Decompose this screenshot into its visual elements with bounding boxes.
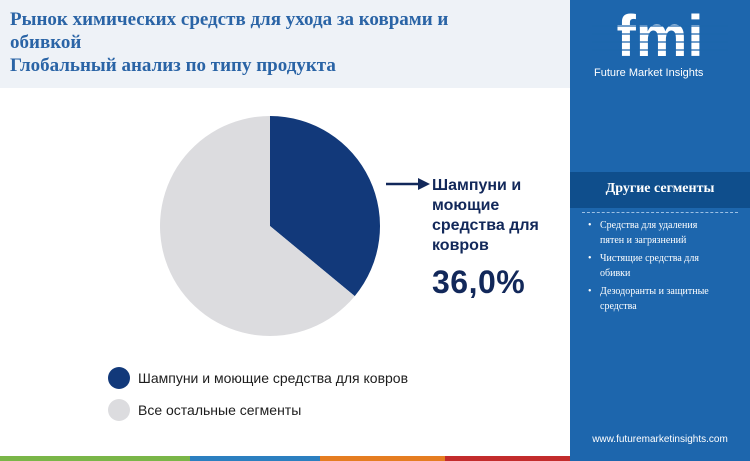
legend-label: Все остальные сегменты bbox=[138, 402, 302, 418]
callout-label-line-3: средства для bbox=[432, 217, 539, 234]
website-link[interactable]: www.futuremarketinsights.com bbox=[592, 434, 728, 445]
callout-label: Шампуни и моющие средства для ковров bbox=[432, 176, 562, 256]
sidebar: fmi Future Market Insights Другие сегмен… bbox=[570, 0, 750, 461]
chart-title-line-3: Глобальный анализ по типу продукта bbox=[10, 55, 336, 76]
legend-item: Все остальные сегменты bbox=[108, 398, 408, 422]
pie-slice bbox=[159, 116, 355, 336]
callout-label-line-4: ковров bbox=[432, 237, 489, 254]
pie-slice bbox=[270, 116, 380, 297]
callout-label-line-2: моющие bbox=[432, 197, 500, 214]
logo-subtitle: Future Market Insights bbox=[594, 67, 704, 79]
legend-label: Шампуни и моющие средства для ковров bbox=[138, 370, 409, 386]
pie-chart bbox=[159, 116, 380, 336]
callout-label-line-1: Шампуни и bbox=[432, 177, 522, 194]
bottom-bar-segment bbox=[320, 456, 445, 461]
chart-title: Рынок химических средств для ухода за ко… bbox=[10, 8, 550, 77]
chart-title-line-1: Рынок химических средств для ухода за ко… bbox=[10, 9, 449, 30]
bottom-color-bar bbox=[0, 456, 570, 461]
title-band bbox=[0, 0, 570, 88]
divider bbox=[582, 212, 738, 213]
list-item-line: средства bbox=[600, 301, 637, 312]
bottom-bar-segment bbox=[0, 456, 190, 461]
fmi-logo: fmi Future Market Insights bbox=[592, 10, 728, 84]
chart-title-line-2: обивкой bbox=[10, 32, 82, 53]
main-panel: Рынок химических средств для ухода за ко… bbox=[0, 0, 570, 461]
list-item-line: Чистящие средства для bbox=[600, 253, 699, 264]
other-segments-list: Средства для удаления пятен и загрязнени… bbox=[584, 218, 744, 317]
callout-value: 36,0% bbox=[432, 264, 526, 300]
list-item-line: пятен и загрязнений bbox=[600, 235, 687, 246]
legend-swatch bbox=[108, 399, 130, 421]
legend-item: Шампуни и моющие средства для ковров bbox=[108, 366, 408, 390]
bottom-bar-segment bbox=[445, 456, 570, 461]
fmi-logo-icon: fmi bbox=[592, 10, 728, 64]
list-item-line: Средства для удаления bbox=[600, 220, 698, 231]
legend: Шампуни и моющие средства для ковров Все… bbox=[108, 366, 408, 430]
list-item: Чистящие средства для обивки bbox=[584, 251, 744, 281]
other-segments-title: Другие сегменты bbox=[605, 181, 715, 196]
fmi-logo-text: fmi bbox=[617, 10, 704, 64]
bottom-bar-segment bbox=[190, 456, 320, 461]
list-item-line: обивки bbox=[600, 268, 631, 279]
callout-arrow-icon bbox=[386, 178, 430, 190]
list-item: Средства для удаления пятен и загрязнени… bbox=[584, 218, 744, 248]
list-item: Дезодоранты и защитные средства bbox=[584, 284, 744, 314]
highlight-callout: Шампуни и моющие средства для ковров 36,… bbox=[432, 176, 562, 300]
legend-swatch bbox=[108, 367, 130, 389]
list-item-line: Дезодоранты и защитные bbox=[600, 286, 709, 297]
other-segments-band bbox=[570, 172, 750, 208]
